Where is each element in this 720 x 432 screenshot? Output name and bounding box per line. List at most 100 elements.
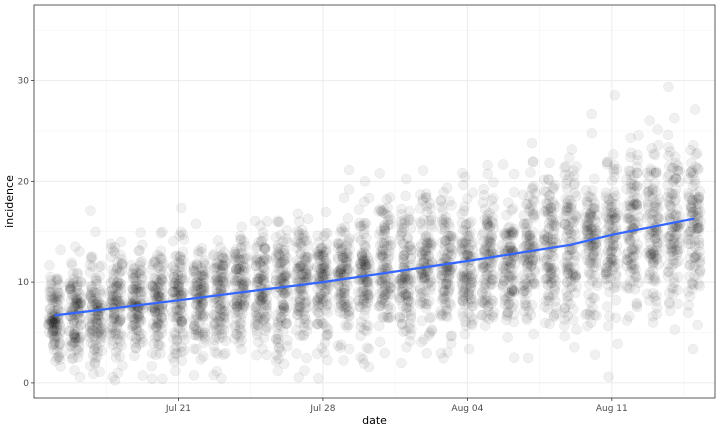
scatter-point [54,287,65,299]
scatter-point [86,281,98,292]
scatter-point [115,314,126,325]
scatter-point [54,351,65,362]
scatter-point [110,346,122,358]
scatter-point [174,251,186,263]
scatter-point [518,306,530,317]
scatter-point [456,208,467,220]
scatter-point [114,280,125,292]
scatter-point [157,274,168,285]
scatter-point [333,302,344,313]
scatter-point [87,295,99,306]
scatter-point [137,336,149,348]
scatter-point [65,348,76,359]
scatter-point [154,287,165,298]
scatter-point [134,314,145,325]
scatter-point [71,285,83,297]
scatter-point [170,329,181,340]
scatter-point [72,298,83,309]
scatter-point [332,269,344,280]
scatter-point [112,341,124,353]
scatter-point [137,370,148,381]
scatter-point [176,273,187,284]
scatter-point [261,216,273,227]
scatter-point [106,294,118,306]
scatter-point [95,288,107,300]
scatter-point [562,224,574,236]
scatter-point [69,328,80,340]
scatter-point [70,327,81,338]
scatter-point [129,313,141,325]
scatter-point [319,262,331,274]
scatter-point [195,270,207,281]
scatter-point [669,112,680,124]
scatter-point [64,283,76,294]
scatter-point [174,304,186,316]
scatter-point [148,256,159,268]
scatter-point [173,286,185,297]
scatter-point [51,330,63,342]
scatter-point [178,345,190,357]
scatter-point [458,179,469,191]
scatter-point [153,260,165,272]
scatter-point [112,316,124,328]
scatter-point [650,166,662,177]
scatter-point [86,328,97,339]
scatter-point [66,340,77,351]
scatter-point [550,201,562,212]
scatter-point [86,253,97,265]
scatter-point [397,319,408,330]
scatter-point [548,225,560,237]
scatter-point [168,333,179,345]
scatter-point [130,308,141,320]
scatter-point [69,337,80,349]
scatter-point [110,290,122,302]
scatter-point [149,257,161,268]
scatter-point [115,314,126,326]
scatter-point [550,215,562,226]
scatter-points [43,81,706,386]
scatter-point [47,317,59,328]
scatter-point [146,264,157,276]
scatter-point [131,324,142,335]
scatter-point [70,298,81,310]
scatter-point [71,296,83,307]
scatter-point [87,261,98,272]
scatter-point [72,324,84,335]
scatter-point [45,278,57,290]
scatter-point [107,371,118,383]
scatter-point [148,338,160,350]
scatter-point [47,283,58,295]
scatter-point [239,301,251,312]
scatter-point [153,308,164,319]
scatter-point [693,268,704,280]
scatter-point [91,314,102,325]
scatter-point [134,245,145,256]
scatter-point [48,322,60,334]
scatter-point [508,316,520,328]
scatter-point [75,319,87,330]
scatter-point [86,317,98,329]
scatter-point [383,312,395,324]
scatter-point [51,276,63,287]
scatter-point [529,266,540,278]
scatter-point [158,258,169,270]
scatter-point [134,279,145,291]
scatter-point [105,238,117,250]
scatter-point [146,280,157,291]
scatter-point [134,338,145,350]
scatter-point [116,340,127,352]
scatter-point [291,348,302,359]
scatter-point [132,286,144,297]
scatter-point [693,198,704,210]
scatter-point [322,354,333,366]
scatter-point [156,279,167,291]
scatter-point [217,260,228,272]
scatter-point [172,322,184,334]
scatter-point [418,334,430,345]
scatter-point [89,357,101,368]
scatter-point [603,371,614,383]
scatter-point [360,240,371,252]
scatter-point [47,293,58,304]
scatter-point [600,269,612,280]
scatter-point [219,311,231,322]
